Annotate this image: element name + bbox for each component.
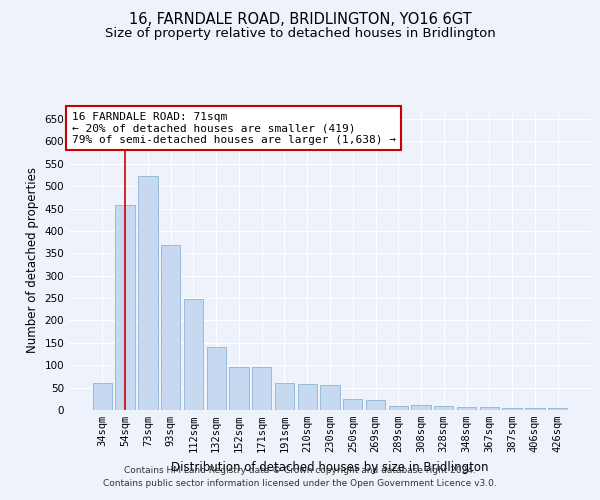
Bar	[502, 408, 522, 410]
Bar	[298, 384, 317, 410]
Text: Size of property relative to detached houses in Bridlington: Size of property relative to detached ho…	[104, 28, 496, 40]
Bar	[115, 205, 135, 410]
Bar	[434, 406, 454, 410]
Bar	[457, 407, 476, 410]
Bar	[389, 406, 408, 410]
Text: 16 FARNDALE ROAD: 71sqm
← 20% of detached houses are smaller (419)
79% of semi-d: 16 FARNDALE ROAD: 71sqm ← 20% of detache…	[71, 112, 395, 144]
Bar	[343, 399, 362, 410]
Bar	[252, 368, 271, 410]
X-axis label: Distribution of detached houses by size in Bridlington: Distribution of detached houses by size …	[171, 460, 489, 473]
Bar	[320, 386, 340, 410]
Bar	[206, 348, 226, 410]
Bar	[229, 368, 248, 410]
Bar	[548, 408, 567, 410]
Bar	[275, 383, 294, 410]
Bar	[525, 408, 545, 410]
Bar	[138, 176, 158, 410]
Text: Contains HM Land Registry data © Crown copyright and database right 2024.
Contai: Contains HM Land Registry data © Crown c…	[103, 466, 497, 487]
Y-axis label: Number of detached properties: Number of detached properties	[26, 167, 39, 353]
Bar	[93, 383, 112, 410]
Bar	[161, 245, 181, 410]
Bar	[479, 408, 499, 410]
Text: 16, FARNDALE ROAD, BRIDLINGTON, YO16 6GT: 16, FARNDALE ROAD, BRIDLINGTON, YO16 6GT	[128, 12, 472, 28]
Bar	[366, 400, 385, 410]
Bar	[184, 299, 203, 410]
Bar	[412, 405, 431, 410]
